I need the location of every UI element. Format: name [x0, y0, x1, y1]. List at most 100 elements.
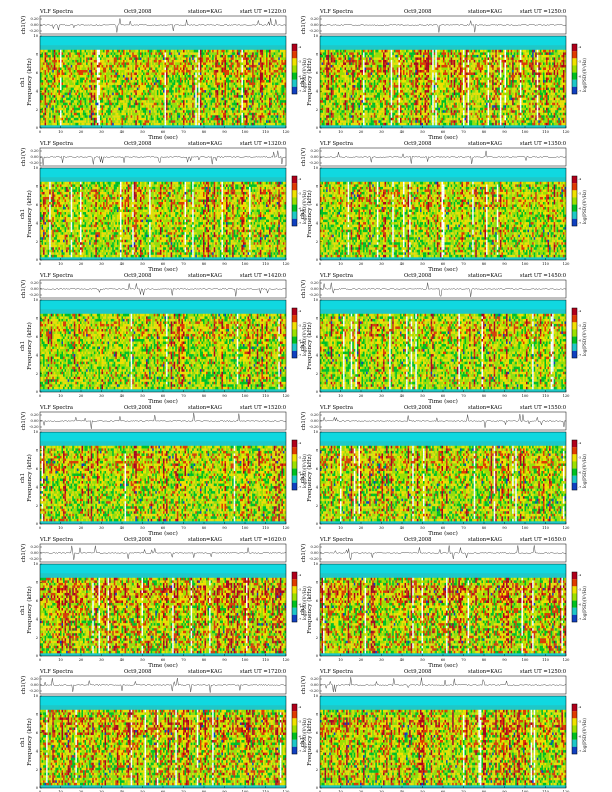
spectrogram-cell [258, 108, 260, 111]
spectrogram-cell [268, 90, 270, 93]
spectrogram-cell [138, 90, 140, 93]
spectrogram-cell [208, 90, 210, 93]
spectrogram-cell [152, 62, 154, 65]
spectrogram-cell [271, 62, 273, 65]
spectrogram-cell [114, 113, 116, 116]
spectrogram-cell [123, 115, 125, 118]
spectrogram-cell [195, 85, 197, 88]
spectrogram-cell [160, 113, 162, 116]
spectrogram-cell [186, 88, 188, 91]
spectrogram-cell [254, 108, 256, 111]
spectrogram-cell [221, 113, 223, 116]
spectrogram-cell [71, 72, 73, 75]
spectrogram-cell [257, 110, 259, 113]
spectrogram-cell [261, 115, 263, 118]
spectrogram-cell [229, 108, 231, 111]
spectrogram-cell [125, 60, 127, 63]
spectrogram-cell [263, 62, 265, 65]
spectrogram-cell [141, 100, 143, 103]
spectrogram-cell [266, 65, 268, 68]
spectrogram-cell [85, 105, 87, 108]
spectrogram-cell [140, 65, 142, 68]
spectrogram-cell [238, 70, 240, 73]
spectrogram-cell [154, 80, 156, 83]
spectrogram-cell [180, 118, 182, 121]
spectrogram-cell [68, 67, 70, 70]
spectrogram-cell [172, 100, 174, 103]
spectrogram-cell [235, 67, 237, 70]
spectrogram-cell [114, 115, 116, 118]
spectrogram-cell [51, 75, 53, 78]
spectrogram-cell [121, 110, 123, 113]
spectrogram-cell [100, 120, 102, 123]
spectrogram-cell [234, 115, 236, 118]
spectrogram-cell [232, 55, 234, 58]
spectrogram-cell [161, 90, 163, 93]
spectrogram-cell [52, 77, 54, 80]
spectrogram-cell [218, 85, 220, 88]
spectrogram-cell [214, 72, 216, 75]
spectrogram-cell [229, 55, 231, 58]
spectrogram-cell [197, 110, 199, 113]
spectrogram-cell [58, 88, 60, 91]
spectrogram-cell [186, 118, 188, 121]
spectrogram-cell [155, 115, 157, 118]
spectrogram-cell [269, 93, 271, 96]
spectrogram-cell [143, 123, 145, 126]
spectrogram-cell [138, 75, 140, 78]
spectrogram-cell [223, 113, 225, 116]
spectrogram-cell [201, 80, 203, 83]
spectrogram-cell [138, 85, 140, 88]
spectrogram-cell [100, 98, 102, 101]
spectrogram-cell [152, 65, 154, 68]
spectrogram-cell [264, 120, 266, 123]
spectrogram-cell [152, 103, 154, 106]
spectrogram-cell [208, 57, 210, 60]
spectrogram-cell [89, 118, 91, 121]
spectrogram-cell [255, 50, 257, 53]
spectrogram-cell [51, 65, 53, 68]
spectrogram-cell [57, 67, 59, 70]
spectrogram-cell [72, 115, 74, 118]
spectrogram-cell [55, 123, 57, 126]
spectrogram-cell [246, 115, 248, 118]
spectrogram-cell [140, 52, 142, 55]
spectrogram-cell [185, 75, 187, 78]
spectrogram-cell [274, 110, 276, 113]
time-tick-label: 40 [120, 130, 125, 134]
spectrogram-cell [281, 93, 283, 96]
spectrogram-cell [280, 62, 282, 65]
spectrogram-cell [157, 77, 159, 80]
spectrogram-cell [221, 108, 223, 111]
spectrogram-cell [165, 60, 167, 63]
spectrogram-cell [161, 108, 163, 111]
spectrogram-cell [232, 65, 234, 68]
spectrogram-cell [186, 93, 188, 96]
spectrogram-cell [71, 62, 73, 65]
spectrogram-cell [72, 90, 74, 93]
spectrogram-cell [83, 62, 85, 65]
spectra-panel: VLF Spectra Oct9,2008 station=KAG start UT … [20, 9, 307, 141]
spectrogram-cell [255, 57, 257, 60]
spectrogram-cell [151, 120, 153, 123]
spectrogram-cell [146, 95, 148, 98]
spectrogram-cell [274, 85, 276, 88]
spectrogram-cell [123, 105, 125, 108]
spectrogram-cell [74, 75, 76, 78]
spectrogram-cell [165, 95, 167, 98]
spectrogram-cell [49, 103, 51, 106]
spectrogram-cell [249, 70, 251, 73]
spectrogram-cell [181, 108, 183, 111]
spectrogram-cell [149, 95, 151, 98]
spectrogram-cell [141, 98, 143, 101]
spectrogram-cell [112, 80, 114, 83]
spectrogram-cell [166, 67, 168, 70]
spectrogram-cell [277, 110, 279, 113]
spectrogram-cell [258, 120, 260, 123]
spectrogram-cell [218, 50, 220, 53]
spectrogram-cell [160, 52, 162, 55]
spectrogram-cell [241, 95, 243, 98]
spectrogram-cell [131, 90, 133, 93]
spectrogram-cell [134, 98, 136, 101]
spectrogram-cell [246, 118, 248, 121]
